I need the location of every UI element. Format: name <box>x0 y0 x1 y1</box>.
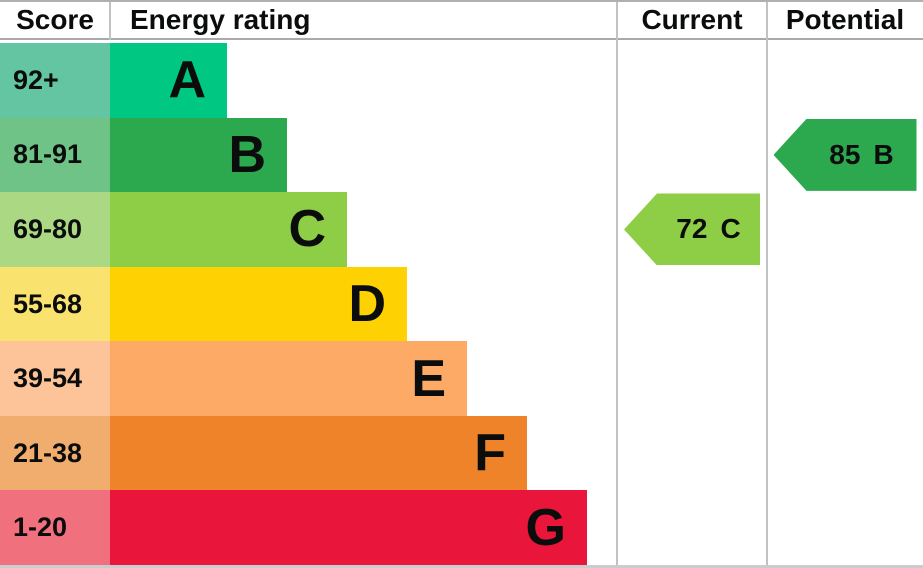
potential-cell-e <box>767 341 923 416</box>
current-rating-letter: C <box>720 213 741 245</box>
current-cell-b <box>617 118 767 193</box>
band-area-e: E <box>110 341 617 416</box>
band-area-d: D <box>110 266 617 342</box>
current-column-divider <box>616 2 618 565</box>
current-cell-g <box>617 490 767 565</box>
potential-cell-d <box>767 267 923 342</box>
table-row-c: 69-80 C 72 C <box>0 192 923 267</box>
potential-column-divider <box>766 2 768 565</box>
current-cell-f <box>617 416 767 491</box>
current-score-value: 72 <box>676 213 708 245</box>
band-area-f: F <box>110 415 617 491</box>
rating-bar-c: C <box>110 192 347 267</box>
table-row-b: 81-91 B 85 B <box>0 117 923 193</box>
rating-letter-a: A <box>168 51 206 110</box>
table-row-d: 55-68 D <box>0 266 923 342</box>
chart-header-row: Score Energy rating Current Potential <box>0 2 923 40</box>
potential-cell-f <box>767 416 923 491</box>
score-column-header: Score <box>16 4 94 35</box>
rating-letter-f: F <box>474 424 506 483</box>
score-range-f: 21-38 <box>0 415 110 491</box>
potential-cell-c <box>767 192 923 267</box>
table-row-g: 1-20 G <box>0 490 923 565</box>
current-cell-e <box>617 341 767 416</box>
rating-letter-d: D <box>348 275 386 334</box>
rating-letter-e: E <box>411 349 446 408</box>
potential-cell-a <box>767 43 923 118</box>
rating-bar-e: E <box>110 341 467 416</box>
rating-bar-b: B <box>110 117 287 193</box>
rating-rows: 92+ A 81-91 B 85 B <box>0 43 923 565</box>
rating-bar-a: A <box>110 43 227 118</box>
potential-column-header: Potential <box>785 4 905 35</box>
rating-bar-d: D <box>110 266 407 342</box>
rating-letter-b: B <box>228 125 266 184</box>
table-row-f: 21-38 F <box>0 415 923 491</box>
score-range-d: 55-68 <box>0 266 110 342</box>
rating-bar-f: F <box>110 415 527 491</box>
current-cell-a <box>617 43 767 118</box>
rating-bar-g: G <box>110 490 587 565</box>
score-column-divider <box>109 2 111 40</box>
potential-rating-letter: B <box>873 138 894 170</box>
score-range-a: 92+ <box>0 43 110 118</box>
potential-cell-g <box>767 490 923 565</box>
table-row-e: 39-54 E <box>0 341 923 416</box>
band-area-b: B <box>110 117 617 193</box>
score-range-e: 39-54 <box>0 341 110 416</box>
score-range-g: 1-20 <box>0 490 110 565</box>
score-range-b: 81-91 <box>0 117 110 193</box>
rating-letter-c: C <box>288 200 326 259</box>
potential-rating-arrow: 85 B <box>773 118 917 191</box>
band-area-a: A <box>110 43 617 118</box>
current-cell-d <box>617 267 767 342</box>
band-area-g: G <box>110 490 617 565</box>
table-row-a: 92+ A <box>0 43 923 118</box>
potential-cell-b: 85 B <box>767 118 923 193</box>
score-range-c: 69-80 <box>0 192 110 267</box>
current-column-header: Current <box>641 4 743 35</box>
rating-letter-g: G <box>525 498 566 557</box>
current-cell-c: 72 C <box>617 192 767 267</box>
potential-score-value: 85 <box>829 138 861 170</box>
current-rating-arrow: 72 C <box>624 193 760 266</box>
band-area-c: C <box>110 192 617 267</box>
energy-rating-column-header: Energy rating <box>130 4 311 35</box>
